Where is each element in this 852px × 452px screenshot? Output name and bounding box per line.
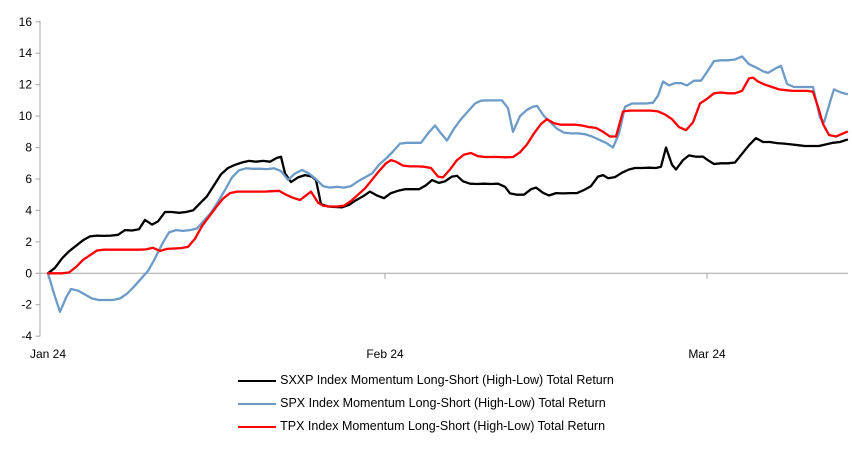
x-axis-tick-label: Mar 24 (688, 347, 726, 361)
chart-legend-rows: SXXP Index Momentum Long-Short (High-Low… (238, 369, 614, 438)
y-axis-tick-label: 10 (19, 109, 33, 123)
legend-item-spx: SPX Index Momentum Long-Short (High-Low)… (238, 392, 606, 415)
y-axis-tick-label: -2 (21, 298, 32, 312)
legend-line-swatch-tpx (238, 425, 277, 428)
y-axis-tick-label: 16 (19, 15, 33, 29)
series-line-tpx (46, 76, 849, 275)
chart-plot-area: 16 14 12 10 8 6 4 2 0 -2 -4 Jan 24 Feb 24 Mar 24 (19, 15, 849, 361)
chart-legend: SXXP Index Momentum Long-Short (High-Low… (0, 369, 852, 438)
legend-line-swatch-spx (238, 402, 277, 405)
y-axis-tick-label: 4 (25, 203, 32, 217)
legend-item-sxxp: SXXP Index Momentum Long-Short (High-Low… (238, 369, 614, 392)
legend-label-spx: SPX Index Momentum Long-Short (High-Low)… (280, 396, 606, 410)
y-axis-tick-label: 0 (25, 266, 32, 280)
legend-item-tpx: TPX Index Momentum Long-Short (High-Low)… (238, 415, 605, 438)
x-axis-tick-label: Feb 24 (366, 347, 404, 361)
y-axis-tick-label: 2 (25, 235, 32, 249)
y-axis-tick-label: 14 (19, 46, 33, 60)
series-line-sxxp (46, 136, 849, 275)
y-axis-tick-label: 6 (25, 172, 32, 186)
legend-label-sxxp: SXXP Index Momentum Long-Short (High-Low… (280, 373, 614, 387)
x-axis-tick-label: Jan 24 (30, 347, 66, 361)
legend-line-swatch-sxxp (238, 379, 277, 382)
series-line-spx (46, 55, 849, 313)
y-axis-tick-label: 12 (19, 78, 33, 92)
legend-label-tpx: TPX Index Momentum Long-Short (High-Low)… (280, 419, 606, 433)
y-axis-tick-label: -4 (21, 329, 32, 343)
y-axis-tick-label: 8 (25, 141, 32, 155)
